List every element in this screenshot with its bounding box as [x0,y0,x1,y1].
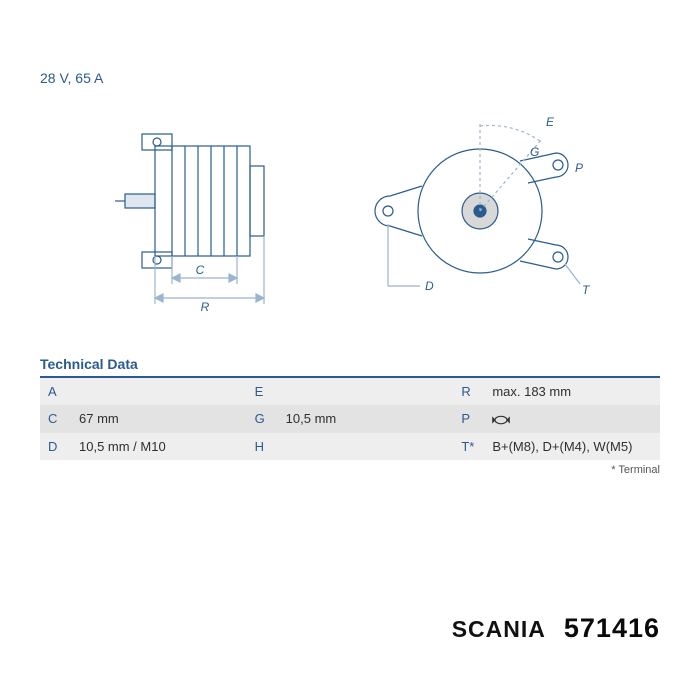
svg-text:C: C [196,263,205,277]
svg-text:R: R [201,300,210,314]
part-number: 571416 [564,613,660,644]
table-row: A E Rmax. 183 mm [40,378,660,405]
table-value [71,378,247,405]
table-row: D10,5 mm / M10H T*B+(M8), D+(M4), W(M5) [40,433,660,460]
spec-header: 28 V, 65 A [40,70,660,86]
table-value [278,378,454,405]
table-key: A [40,378,71,405]
diagram-area: C R [40,106,660,346]
svg-text:G: G [530,145,539,159]
svg-text:P: P [575,161,583,175]
table-value: 67 mm [71,405,247,433]
table-value [278,433,454,460]
svg-text:T: T [582,283,591,297]
table-value: 10,5 mm [278,405,454,433]
table-key: G [247,405,278,433]
table-value [484,405,660,433]
svg-text:D: D [425,279,434,293]
table-key: E [247,378,278,405]
table-key: T* [453,433,484,460]
table-key: H [247,433,278,460]
table-title: Technical Data [40,356,660,378]
alternator-front-view: E G P D T [370,106,600,326]
table-footnote: * Terminal [40,460,660,476]
technical-data-table: AERmax. 183 mmC67 mmG10,5 mmPD10,5 mm / … [40,378,660,460]
technical-data-section: Technical Data AERmax. 183 mmC67 mmG10,5… [40,356,660,476]
table-key: C [40,405,71,433]
brand-row: SCANIA 571416 [452,613,660,644]
table-key: D [40,433,71,460]
svg-text:E: E [546,115,555,129]
table-key: R [453,378,484,405]
table-row: C67 mmG10,5 mmP [40,405,660,433]
alternator-side-view: C R [100,106,300,326]
table-value: B+(M8), D+(M4), W(M5) [484,433,660,460]
rotation-icon [492,413,510,427]
brand-name: SCANIA [452,616,546,643]
table-value: max. 183 mm [484,378,660,405]
table-value: 10,5 mm / M10 [71,433,247,460]
table-key: P [453,405,484,433]
